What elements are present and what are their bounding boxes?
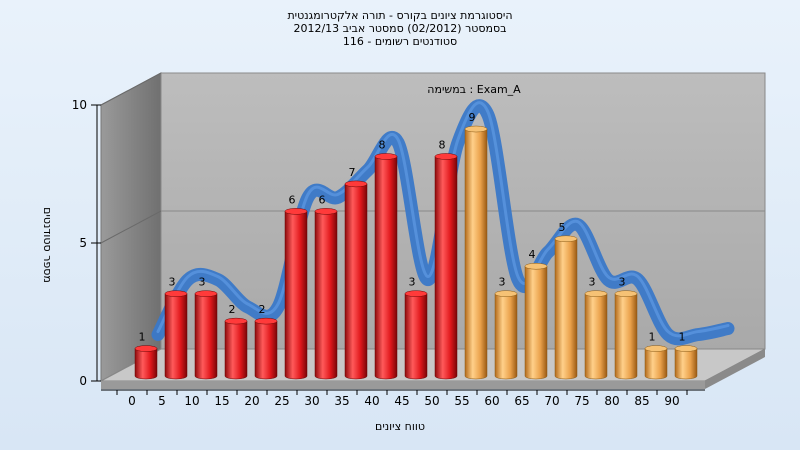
bar-value-label: 4 bbox=[529, 248, 536, 261]
x-tick-label: 5 bbox=[158, 394, 166, 408]
y-tick-label: 0 bbox=[79, 374, 87, 388]
bar-value-label: 9 bbox=[469, 111, 476, 124]
bar bbox=[434, 153, 458, 380]
bar bbox=[164, 290, 188, 380]
bar bbox=[374, 153, 398, 380]
bar-value-label: 3 bbox=[409, 276, 416, 289]
bar-value-label: 3 bbox=[589, 276, 596, 289]
x-tick-label: 40 bbox=[364, 394, 379, 408]
exam-label: במשימה : Exam_A bbox=[427, 83, 521, 96]
x-tick-label: 70 bbox=[544, 394, 559, 408]
y-tick-label: 5 bbox=[79, 236, 87, 250]
bar bbox=[314, 208, 338, 380]
x-tick-label: 75 bbox=[574, 394, 589, 408]
x-tick-label: 80 bbox=[604, 394, 619, 408]
bar bbox=[644, 345, 668, 380]
bar-value-label: 8 bbox=[379, 138, 386, 151]
bar-value-label: 3 bbox=[199, 276, 206, 289]
x-tick-label: 20 bbox=[244, 394, 259, 408]
gridline-wall bbox=[100, 72, 162, 106]
bar-value-label: 3 bbox=[619, 276, 626, 289]
x-tick-label: 30 bbox=[304, 394, 319, 408]
bar bbox=[584, 290, 608, 380]
bar bbox=[404, 290, 428, 380]
bar-value-label: 3 bbox=[169, 276, 176, 289]
y-axis-ticks: 0 5 10 bbox=[72, 98, 101, 388]
bar bbox=[464, 125, 488, 380]
bar-value-label: 5 bbox=[559, 221, 566, 234]
bar-value-label: 3 bbox=[499, 276, 506, 289]
x-tick-label: 85 bbox=[634, 394, 649, 408]
bar bbox=[344, 180, 368, 380]
bar bbox=[524, 262, 548, 380]
x-tick-label: 90 bbox=[664, 394, 679, 408]
x-tick-label: 65 bbox=[514, 394, 529, 408]
bar bbox=[224, 317, 248, 380]
x-tick-label: 55 bbox=[454, 394, 469, 408]
y-axis-title: מספר סטודנטים bbox=[41, 207, 54, 283]
x-tick-label: 50 bbox=[424, 394, 439, 408]
bar-value-label: 2 bbox=[229, 303, 236, 316]
x-axis-ticks: 0 5 10 15 20 25 30 35 40 45 50 55 60 65 70 75 80 85 90 bbox=[101, 389, 705, 408]
x-axis-title: טווח ציונים bbox=[375, 420, 425, 433]
bar bbox=[134, 345, 158, 380]
bar-value-label: 1 bbox=[649, 331, 656, 344]
chart-floor-side bbox=[705, 349, 765, 389]
x-tick-label: 60 bbox=[484, 394, 499, 408]
bar bbox=[554, 235, 578, 380]
data-labels: 1 3 3 2 2 6 6 7 8 3 8 9 3 4 5 3 3 1 1 bbox=[139, 111, 686, 344]
bar-value-label: 7 bbox=[349, 166, 356, 179]
bar bbox=[494, 290, 518, 380]
bar-value-label: 1 bbox=[139, 331, 146, 344]
bar bbox=[194, 290, 218, 380]
chart-title-line-1: היסטוגרמת ציונים בקורס - תורה אלקטרומגנט… bbox=[287, 9, 513, 22]
gridline-wall bbox=[100, 210, 162, 244]
bar-value-label: 2 bbox=[259, 303, 266, 316]
gridlines bbox=[100, 72, 765, 244]
bar-value-label: 6 bbox=[319, 193, 326, 206]
chart-title-line-2: בסמסטר (02/2012) סמסטר אביב 2012/13 bbox=[293, 22, 507, 35]
y-tick-label: 10 bbox=[72, 98, 87, 112]
x-tick-label: 10 bbox=[184, 394, 199, 408]
bar bbox=[254, 317, 278, 380]
x-tick-label: 15 bbox=[214, 394, 229, 408]
bar-value-label: 8 bbox=[439, 138, 446, 151]
chart-floor-edge bbox=[101, 381, 705, 389]
bar-value-label: 6 bbox=[289, 193, 296, 206]
bar bbox=[284, 208, 308, 380]
x-tick-label: 45 bbox=[394, 394, 409, 408]
x-tick-label: 25 bbox=[274, 394, 289, 408]
bars bbox=[134, 125, 698, 380]
chart-title-line-3: סטודנטים רשומים - 116 bbox=[342, 35, 458, 48]
x-tick-label: 0 bbox=[128, 394, 136, 408]
bar-value-label: 1 bbox=[679, 331, 686, 344]
bar bbox=[674, 345, 698, 380]
bar bbox=[614, 290, 638, 380]
x-tick-label: 35 bbox=[334, 394, 349, 408]
